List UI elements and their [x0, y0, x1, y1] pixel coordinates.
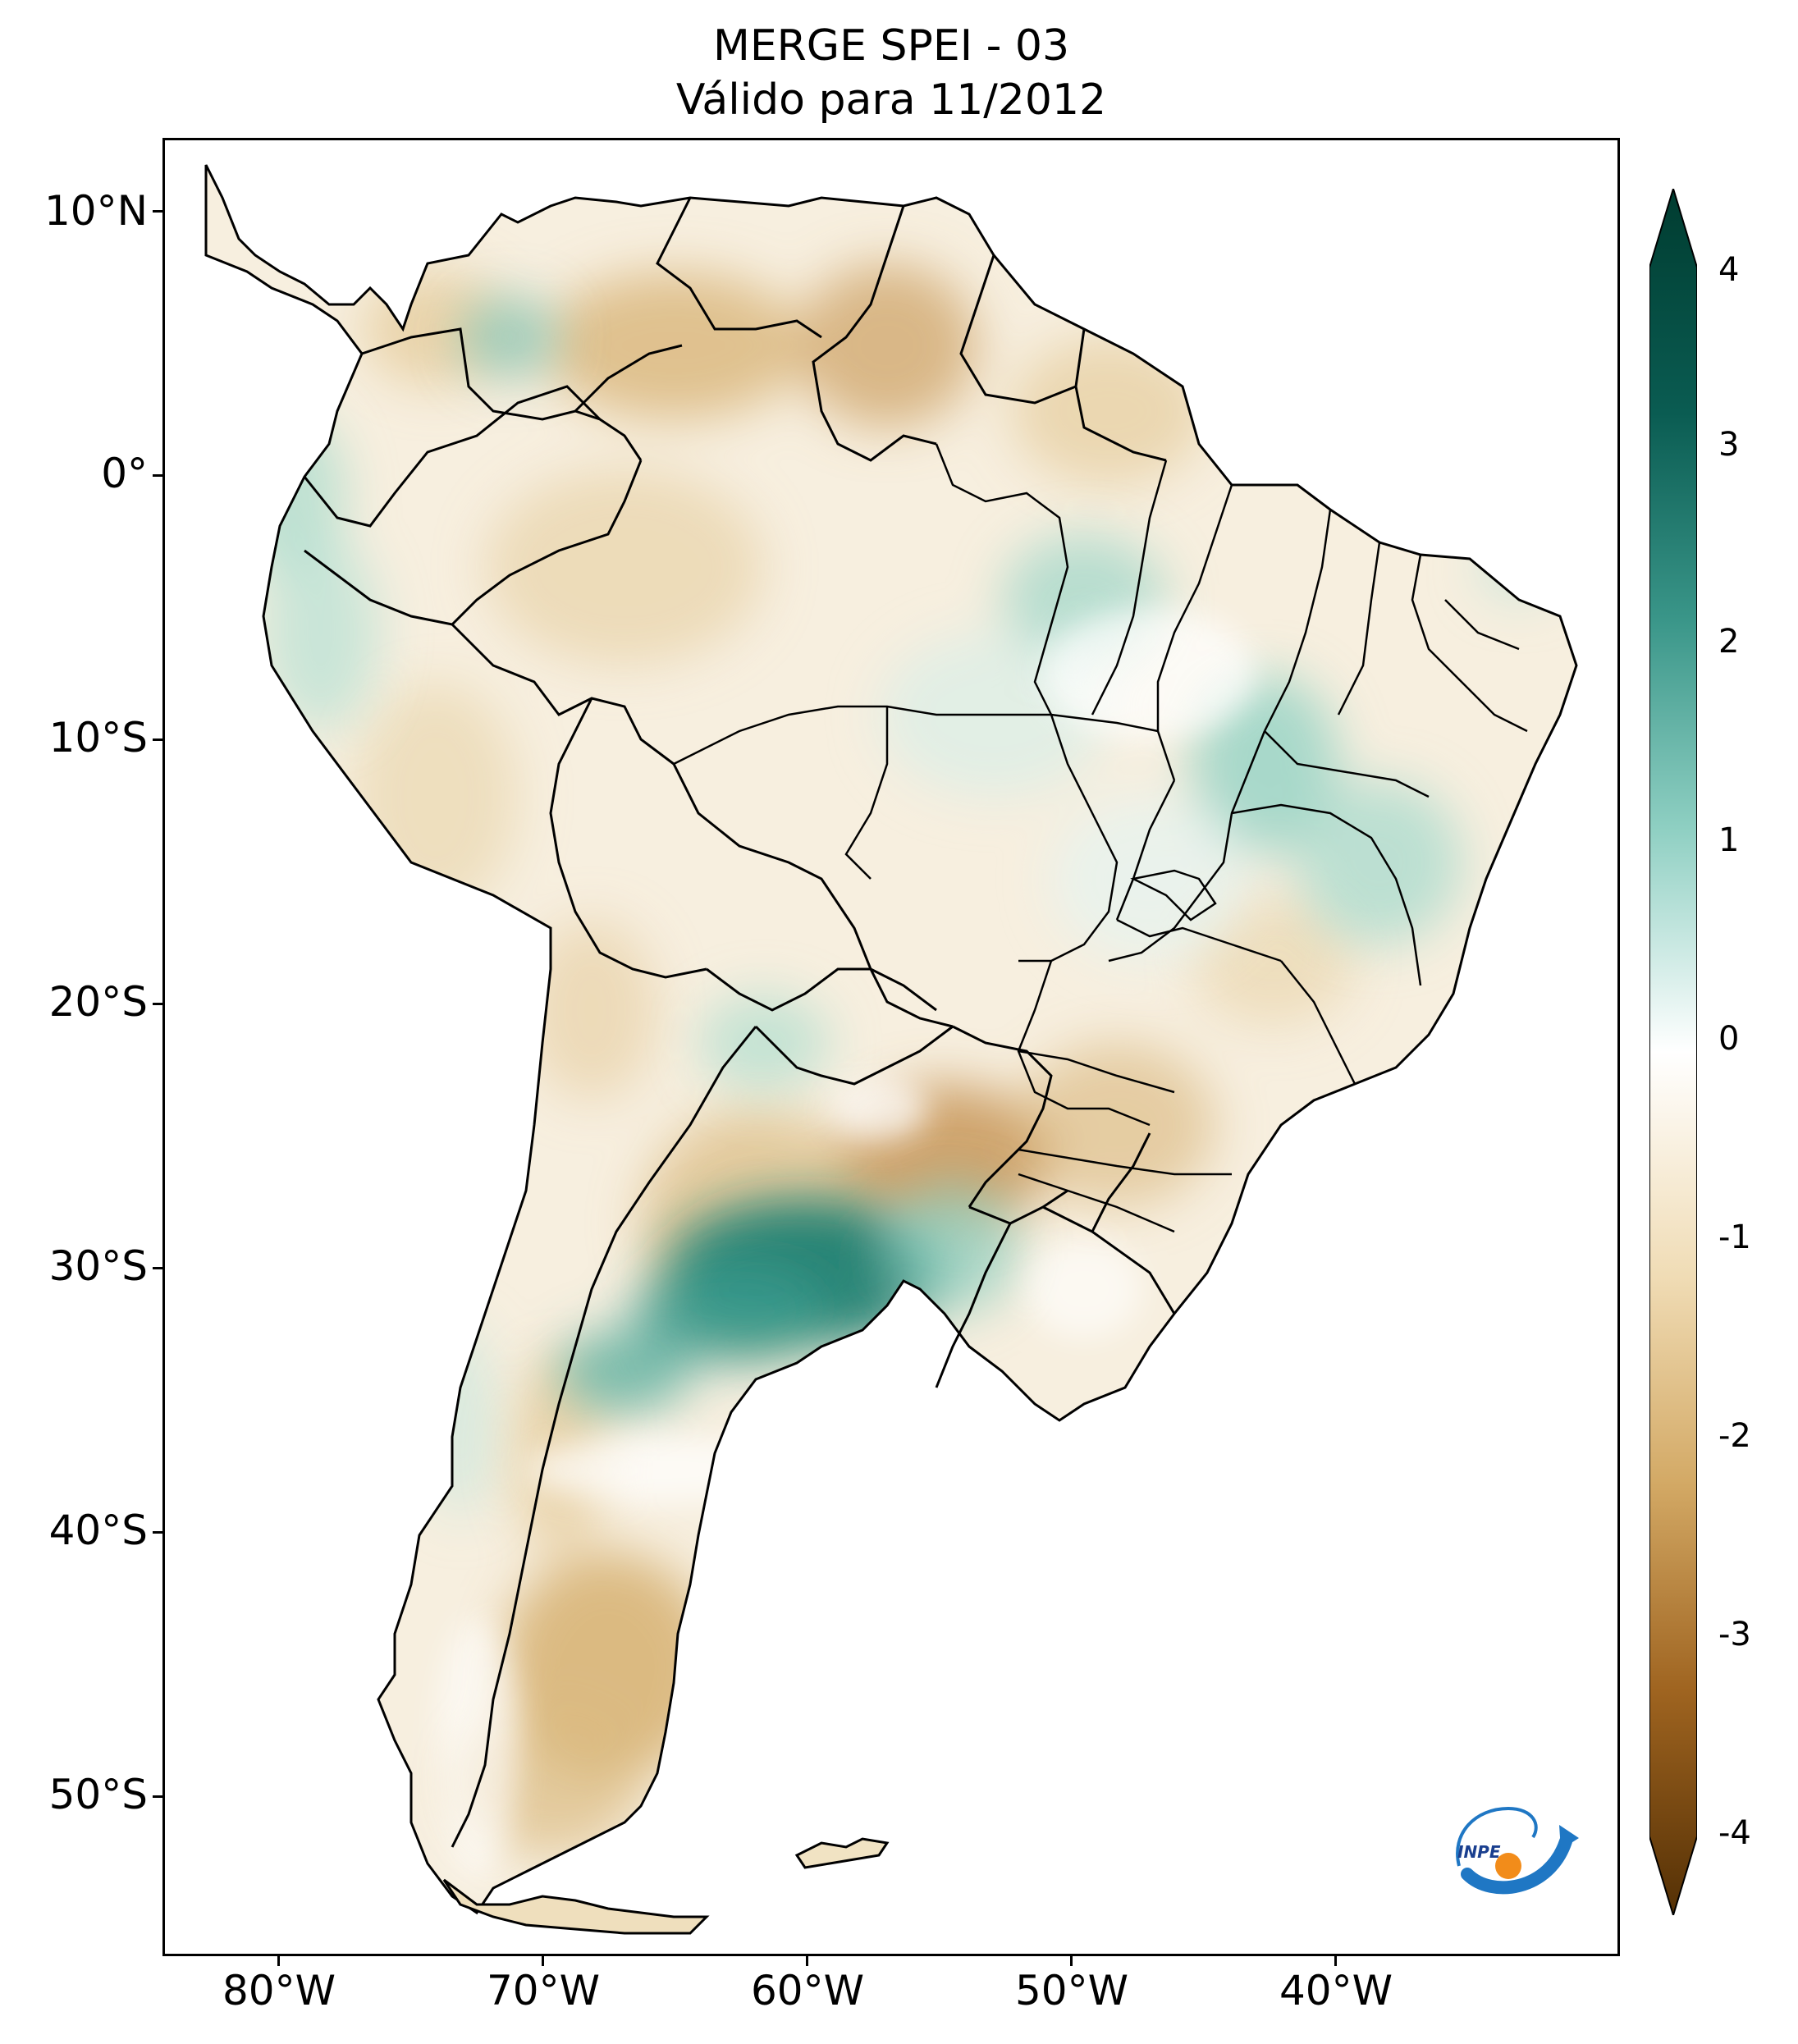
- lat-label-40s: 40°S: [48, 1507, 148, 1554]
- map-panel: [162, 138, 1620, 1956]
- lon-label-60w: 60°W: [750, 1967, 865, 2014]
- lon-label-80w: 80°W: [222, 1967, 336, 2014]
- lat-tick: [153, 1003, 162, 1005]
- lat-tick: [153, 738, 162, 741]
- lon-tick: [1070, 1956, 1073, 1966]
- colorbar-tick-neg4: -4: [1718, 1814, 1751, 1852]
- inpe-logo: INPE: [1456, 1806, 1579, 1895]
- colorbar: [1649, 189, 1697, 1915]
- colorbar-tick-2: 2: [1718, 623, 1740, 661]
- lon-label-50w: 50°W: [1014, 1967, 1129, 2014]
- lat-label-10s: 10°S: [48, 714, 148, 761]
- map-subtitle: Válido para 11/2012: [675, 75, 1107, 125]
- lon-tick: [542, 1956, 544, 1966]
- falkland-islands: [794, 1837, 890, 1869]
- inpe-logo-text: INPE: [1457, 1842, 1501, 1862]
- lat-tick: [153, 210, 162, 213]
- lat-label-20s: 20°S: [48, 978, 148, 1026]
- colorbar-tick-4: 4: [1718, 251, 1740, 289]
- colorbar-tick-0: 0: [1718, 1020, 1740, 1058]
- colorbar-tick-neg2: -2: [1718, 1417, 1751, 1455]
- tierra-del-fuego: [442, 1878, 710, 1935]
- lat-tick: [153, 1795, 162, 1798]
- lat-tick: [153, 474, 162, 477]
- lat-label-0: 0°: [101, 450, 148, 497]
- colorbar-tick-3: 3: [1718, 426, 1740, 464]
- country-borders: [303, 197, 1176, 1848]
- lat-label-50s: 50°S: [48, 1771, 148, 1818]
- state-borders: [673, 443, 1528, 1233]
- lon-label-40w: 40°W: [1279, 1967, 1393, 2014]
- lat-label-30s: 30°S: [48, 1242, 148, 1290]
- colorbar-tick-neg1: -1: [1718, 1219, 1751, 1256]
- lon-label-70w: 70°W: [486, 1967, 601, 2014]
- lat-tick: [153, 1267, 162, 1269]
- lon-tick: [1334, 1956, 1337, 1966]
- colorbar-tick-neg3: -3: [1718, 1616, 1751, 1653]
- wet-anomaly-field: [231, 296, 1560, 1519]
- south-america-map: [204, 163, 1578, 1935]
- lon-tick: [277, 1956, 280, 1966]
- lon-tick: [806, 1956, 808, 1966]
- map-title: MERGE SPEI - 03: [712, 21, 1070, 71]
- colorbar-tick-1: 1: [1718, 821, 1740, 859]
- lat-label-10n: 10°N: [43, 187, 148, 235]
- lat-tick: [153, 1531, 162, 1534]
